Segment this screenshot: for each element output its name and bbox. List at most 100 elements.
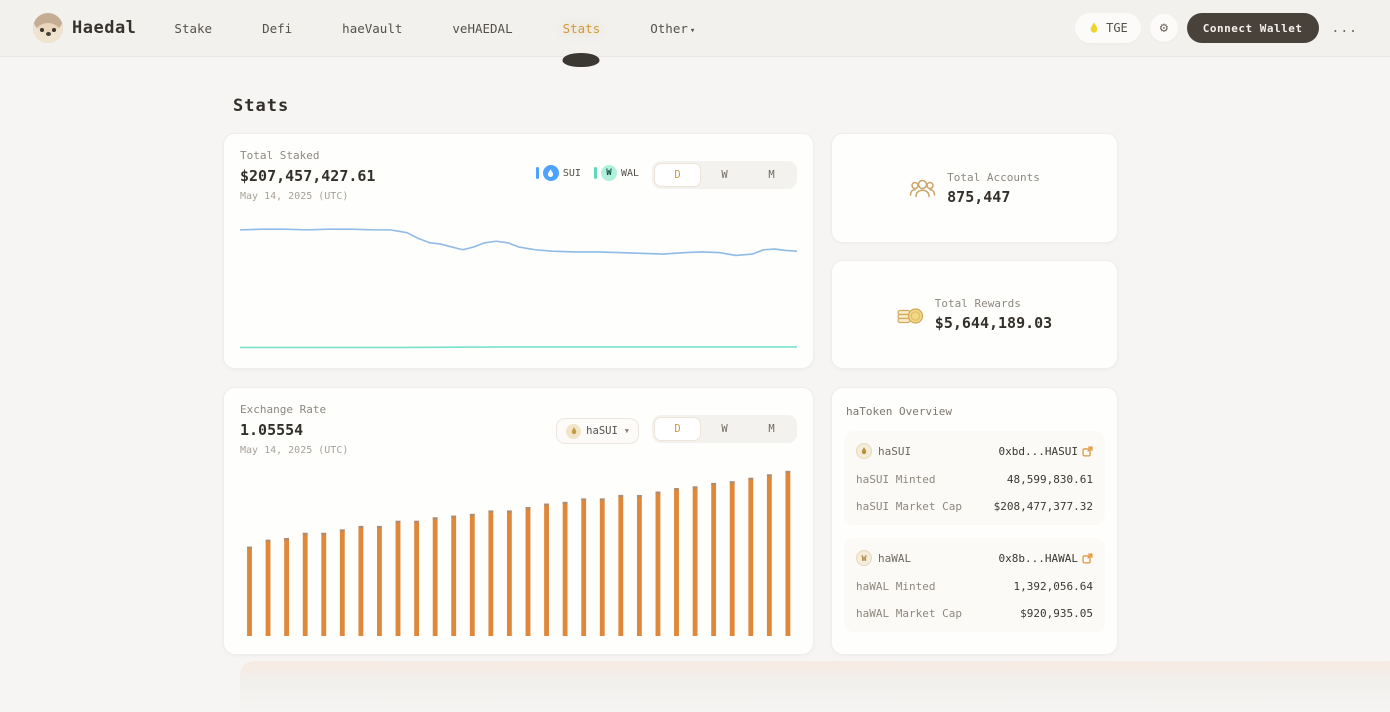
total-staked-head-left: Total Staked $207,457,427.61 May 14, 202… [240,149,375,202]
hawal-minted-row: haWAL Minted 1,392,056.64 [856,580,1093,593]
below-fold-footer-edge [240,661,1390,712]
rate-range-month[interactable]: M [768,423,775,435]
hawal-address-link[interactable]: 0x8b...HAWAL [999,552,1093,565]
staked-range-month[interactable]: M [768,169,775,181]
sui-legend-label: SUI [562,167,581,179]
nav-item-stats-label: Stats [562,20,601,36]
wal-legend-tick [593,167,597,179]
tge-label: TGE [1106,21,1128,35]
legend-toggle-wal[interactable]: W WAL [593,165,639,181]
hawal-token-icon: W [856,550,872,566]
active-tab-indicator [562,52,600,67]
more-menu-button[interactable]: ... [1331,20,1358,36]
exchange-rate-label: Exchange Rate [240,403,327,416]
hasui-address-link[interactable]: 0xbd...HASUI [999,445,1093,458]
chevron-down-icon: ▾ [689,25,696,36]
token-select-value: haSUI [586,425,618,437]
nav-item-other[interactable]: Other ▾ [648,17,697,40]
exchange-rate-value: 1.05554 [240,421,304,439]
total-rewards-card: Total Rewards $5,644,189.03 [831,260,1118,369]
hasui-address: 0xbd...HASUI [998,444,1078,458]
hasui-minted-row: haSUI Minted 48,599,830.61 [856,473,1093,486]
connect-wallet-button[interactable]: Connect Wallet [1186,13,1319,43]
hasui-section: haSUI 0xbd...HASUI [844,431,1105,525]
total-staked-date: May 14, 2025 (UTC) [240,191,349,202]
total-accounts-value: 875,447 [947,187,1011,206]
rate-range-week[interactable]: W [721,423,728,435]
exchange-rate-header: Exchange Rate 1.05554 May 14, 2025 (UTC)… [240,403,797,456]
total-rewards-inner: Total Rewards $5,644,189.03 [897,297,1052,332]
total-staked-line-chart[interactable] [240,210,797,352]
nav-items: Stake Defi haeVault veHAEDAL Stats Other… [172,17,743,67]
hawal-minted-value: 1,392,056.64 [1013,580,1093,593]
nav-item-defi[interactable]: Defi [262,20,293,36]
exchange-rate-head-left: Exchange Rate 1.05554 May 14, 2025 (UTC) [240,403,348,456]
staked-range-selector: D W M [652,161,797,189]
hasui-marketcap-value: $208,477,377.32 [993,500,1093,513]
exchange-rate-bar-chart[interactable] [240,464,797,636]
hawal-marketcap-row: haWAL Market Cap $920,935.05 [856,607,1093,620]
hasui-coin-icon [566,423,582,439]
hasui-minted-value: 48,599,830.61 [1006,473,1093,486]
accounts-people-icon [909,179,936,198]
wal-legend-label: WAL [620,167,639,179]
hawal-marketcap-label: haWAL Market Cap [856,607,962,620]
brand-name: Haedal [72,18,137,38]
total-accounts-text: Total Accounts 875,447 [947,171,1040,206]
nav-item-stats[interactable]: Stats [561,17,603,67]
total-accounts-card: Total Accounts 875,447 [831,133,1118,243]
hasui-marketcap-label: haSUI Market Cap [856,500,962,513]
exchange-rate-date: May 14, 2025 (UTC) [240,445,349,456]
sui-legend-tick [535,167,539,179]
sui-coin-icon [542,165,559,181]
legend-toggle-sui[interactable]: SUI [535,165,581,181]
hasui-token: haSUI [856,443,911,459]
page-title: Stats [233,96,290,116]
hasui-token-name: haSUI [878,444,912,458]
nav-right: TGE ⚙ Connect Wallet ... [1075,13,1362,43]
nav-item-haevault[interactable]: haeVault [342,20,403,36]
staked-range-day[interactable]: D [654,163,701,187]
exchange-rate-card: Exchange Rate 1.05554 May 14, 2025 (UTC)… [223,387,814,655]
hawal-marketcap-value: $920,935.05 [1020,607,1093,620]
hatoken-overview-title: haToken Overview [846,405,952,418]
total-rewards-label: Total Rewards [934,297,1021,310]
staked-range-week[interactable]: W [721,169,728,181]
wal-coin-icon: W [600,165,617,181]
total-staked-card: Total Staked $207,457,427.61 May 14, 202… [223,133,814,369]
total-staked-value: $207,457,427.61 [240,167,376,185]
hatoken-overview-card: haToken Overview haSUI 0xbd...HASUI [831,387,1118,655]
hawal-section: W haWAL 0x8b...HAWAL [844,538,1105,632]
hawal-address: 0x8b...HAWAL [998,551,1078,565]
nav-item-stake[interactable]: Stake [174,20,213,36]
total-accounts-label: Total Accounts [947,170,1040,184]
total-staked-label: Total Staked [240,149,320,162]
haedal-logo-icon [33,13,63,43]
token-select-dropdown[interactable]: haSUI ▼ [556,418,639,444]
exchange-rate-controls: haSUI ▼ D W M [556,415,797,456]
rate-range-day[interactable]: D [654,417,701,441]
hasui-marketcap-row: haSUI Market Cap $208,477,377.32 [856,500,1093,513]
hasui-token-icon [856,443,872,459]
rewards-coins-icon [897,307,923,324]
nav-item-vehaedal[interactable]: veHAEDAL [452,20,513,36]
external-link-icon [1082,445,1093,457]
hasui-token-row: haSUI 0xbd...HASUI [856,443,1093,459]
rate-range-selector: D W M [652,415,797,443]
tge-button[interactable]: TGE [1075,13,1141,43]
left-column: Total Staked $207,457,427.61 May 14, 202… [223,133,814,655]
brand[interactable]: Haedal [33,13,136,43]
droplet-icon [1090,22,1098,33]
hawal-token-row: W haWAL 0x8b...HAWAL [856,550,1093,566]
hawal-token-name: haWAL [878,551,912,565]
total-accounts-inner: Total Accounts 875,447 [909,171,1040,206]
top-nav: Haedal Stake Defi haeVault veHAEDAL Stat… [0,0,1390,67]
hawal-token: W haWAL [856,550,911,566]
gear-icon: ⚙ [1159,20,1169,36]
total-staked-header: Total Staked $207,457,427.61 May 14, 202… [240,149,797,202]
hawal-minted-label: haWAL Minted [856,580,936,593]
nav-item-other-label: Other [650,20,688,36]
right-column: Total Accounts 875,447 [831,133,1118,655]
settings-button[interactable]: ⚙ [1149,14,1178,42]
